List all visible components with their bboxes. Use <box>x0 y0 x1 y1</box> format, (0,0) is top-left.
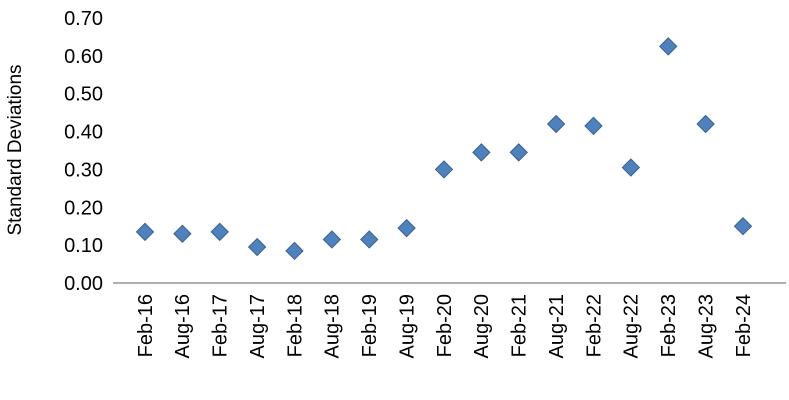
x-tick-label: Aug-22 <box>621 294 643 359</box>
x-tick-label: Feb-21 <box>509 294 531 357</box>
y-tick-label: 0.30 <box>64 159 103 181</box>
x-tick-label: Feb-22 <box>583 294 605 357</box>
data-point-marker <box>472 143 491 162</box>
y-tick-label: 0.70 <box>64 8 103 30</box>
data-point-marker <box>397 218 416 238</box>
data-point-marker <box>135 222 155 242</box>
data-point-markers <box>135 37 753 261</box>
x-tick-label: Feb-18 <box>284 294 306 357</box>
y-tick-label: 0.10 <box>64 235 103 257</box>
x-tick-label: Aug-17 <box>247 294 269 359</box>
data-point-marker <box>285 241 304 261</box>
y-axis-title: Standard Deviations <box>5 64 26 235</box>
data-point-marker <box>247 237 267 257</box>
data-point-marker <box>733 217 753 236</box>
x-tick-label: Feb-20 <box>434 294 456 357</box>
x-tick-label: Aug-20 <box>471 294 493 359</box>
x-tick-label: Feb-24 <box>733 294 755 357</box>
x-tick-label: Aug-19 <box>396 294 418 359</box>
data-point-marker <box>696 114 715 134</box>
y-axis-tick-labels: 0.00 0.10 0.20 0.30 0.40 0.50 0.60 0.70 <box>64 8 103 295</box>
data-point-marker <box>322 230 342 249</box>
y-tick-label: 0.50 <box>64 84 103 106</box>
x-tick-label: Aug-21 <box>546 294 568 359</box>
data-point-marker <box>584 116 603 136</box>
y-tick-label: 0.00 <box>64 273 103 295</box>
y-tick-label: 0.60 <box>64 46 103 68</box>
data-point-marker <box>659 37 678 56</box>
x-tick-label: Feb-17 <box>210 294 232 357</box>
y-tick-label: 0.20 <box>64 197 103 219</box>
x-tick-label: Aug-16 <box>172 294 194 359</box>
y-tick-label: 0.40 <box>64 122 103 144</box>
data-point-marker <box>360 230 379 249</box>
x-axis-tick-labels: Feb-16 Aug-16 Feb-17 Aug-17 Feb-18 Aug-18 Feb-… <box>135 294 755 359</box>
data-point-marker <box>173 224 192 243</box>
x-tick-label: Feb-16 <box>135 294 157 357</box>
x-tick-label: Feb-23 <box>658 294 680 357</box>
data-point-marker <box>546 114 566 134</box>
data-point-marker <box>434 160 454 179</box>
x-tick-label: Aug-18 <box>322 294 344 359</box>
data-point-marker <box>621 158 641 177</box>
data-point-marker <box>509 143 528 162</box>
x-tick-label: Aug-23 <box>695 294 717 359</box>
data-point-marker <box>210 222 229 242</box>
x-tick-label: Feb-19 <box>359 294 381 357</box>
